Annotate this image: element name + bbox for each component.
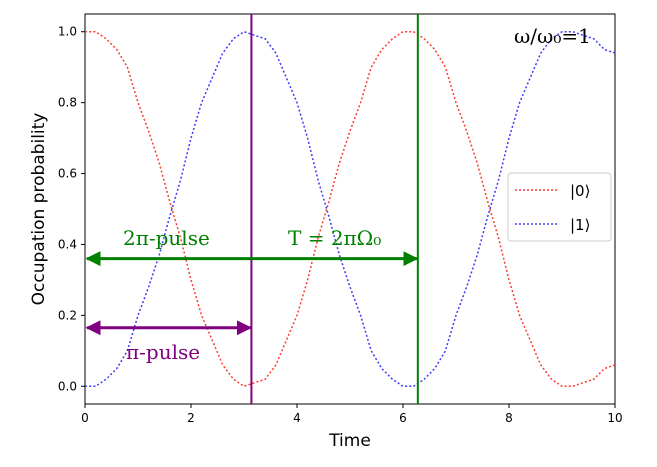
legend-label-1: |1⟩ [570,216,590,234]
y-tick-label: 0.6 [58,167,77,181]
annotation-pi-pulse: π-pulse [126,340,200,364]
x-tick-label: 6 [399,411,407,425]
annotation-ratio: ω/ω₀=1 [514,24,591,48]
y-tick-label: 0.8 [58,96,77,110]
markers-layer [85,14,419,404]
y-tick-label: 0.0 [58,379,77,393]
y-axis-label: Occupation probability [29,113,49,306]
legend-box [507,172,612,242]
x-tick-label: 10 [607,411,622,425]
x-tick-label: 4 [293,411,301,425]
y-tick-label: 0.4 [58,237,77,251]
axis-ticks: 0 2 4 6 8 10 0.0 0.2 0.4 0.6 0.8 1.0 [58,25,623,425]
x-tick-label: 0 [81,411,89,425]
y-tick-label: 1.0 [58,25,77,39]
plot-frame [84,13,616,405]
x-tick-label: 8 [505,411,513,425]
x-axis-label: Time [328,431,371,451]
x-tick-label: 2 [187,411,195,425]
annotation-period: T = 2πΩ₀ [288,226,381,250]
annotation-two-pi-pulse: 2π-pulse [123,226,210,250]
legend: |0⟩ |1⟩ [507,172,612,242]
y-tick-label: 0.2 [58,308,77,322]
legend-label-0: |0⟩ [570,182,590,200]
plot-area [84,13,616,405]
